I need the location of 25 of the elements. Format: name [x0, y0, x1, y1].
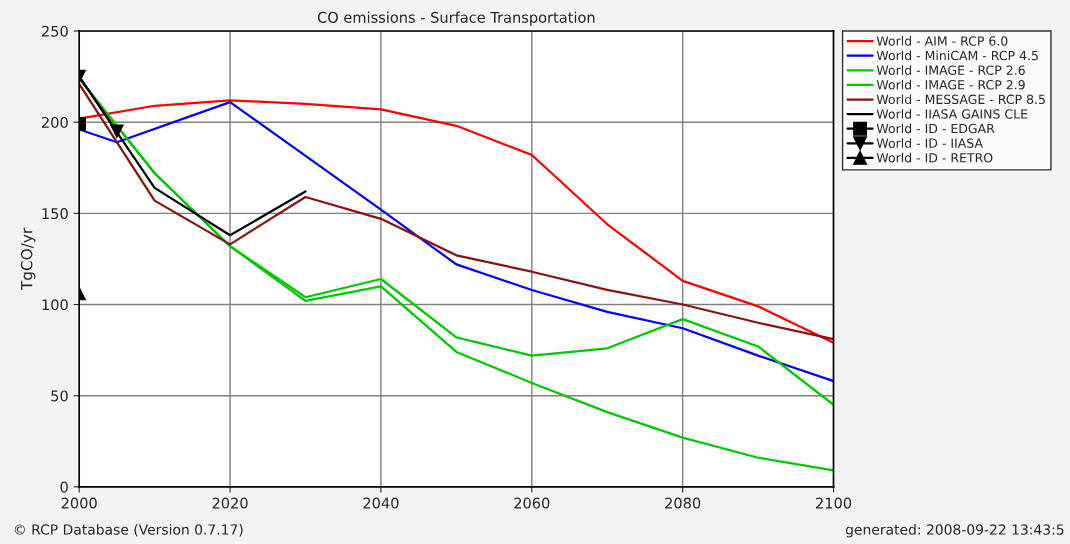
legend-label: World - IMAGE - RCP 2.9	[876, 79, 1025, 90]
legend-label: World - AIM - RCP 6.0	[876, 36, 1008, 46]
legend-label: World - IIASA GAINS CLE	[876, 109, 1028, 119]
text: generated: 2008-09-22 13:43:5	[845, 524, 1064, 538]
y-tick-label: 200	[42, 116, 68, 128]
x-tick-label: 2080	[665, 497, 701, 509]
text: © RCP Database (Version 0.7.17)	[14, 524, 243, 537]
legend-label: World - ID - IIASA	[876, 138, 983, 148]
chart-title: CO emissions - Surface Transportation	[317, 11, 595, 26]
y-tick-label: 0	[60, 481, 68, 493]
y-tick-label: 50	[51, 390, 68, 402]
legend-label: World - MiniCAM - RCP 4.5	[876, 50, 1038, 61]
legend-label: World - MESSAGE - RCP 8.5	[876, 94, 1045, 105]
legend-label: World - ID - EDGAR	[876, 123, 995, 134]
y-tick-label: 150	[42, 208, 68, 220]
y-tick-label: 250	[42, 25, 68, 37]
legend-label: World - IMAGE - RCP 2.6	[876, 65, 1025, 75]
x-tick-label: 2060	[514, 497, 550, 509]
x-tick-label: 2020	[212, 497, 248, 509]
x-tick-label: 2100	[816, 497, 852, 509]
x-tick-label: 2000	[61, 497, 97, 509]
legend-label: World - ID - RETRO	[876, 152, 993, 163]
x-tick-label: 2040	[363, 497, 399, 509]
y-tick-label: 100	[42, 299, 68, 311]
y-axis-title: TgCO/yr	[20, 227, 36, 291]
